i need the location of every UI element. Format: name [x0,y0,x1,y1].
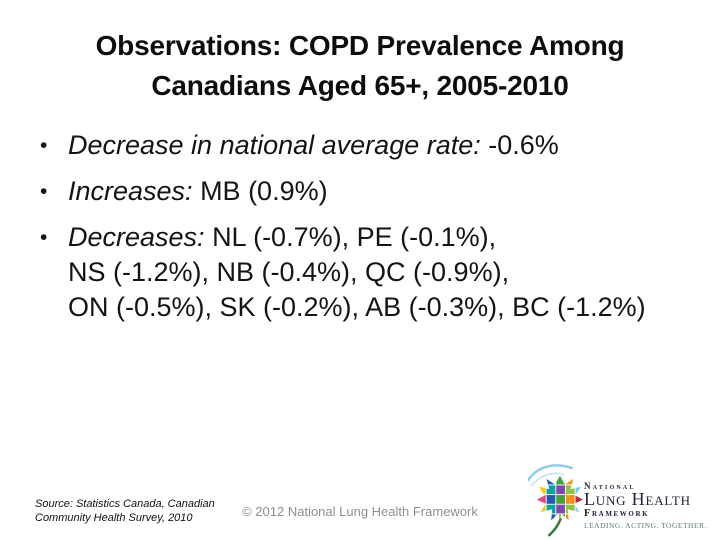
slide-title: Observations: COPD Prevalence Among Cana… [30,26,690,106]
swoosh-icon [528,464,573,482]
bullet-item-increases: • Increases: MB (0.9%) [40,174,688,209]
title-line-2: Canadians Aged 65+, 2005-2010 [151,70,569,101]
bullet-text: Decrease in national average rate: -0.6% [68,128,688,163]
bullet-value: MB (0.9%) [200,176,328,206]
logo-line-national: National [584,481,636,491]
leaf-mosaic [536,475,583,523]
bullet-marker: • [40,226,48,249]
bullet-marker: • [40,180,48,203]
bullet-text: Decreases: NL (-0.7%), PE (-0.1%), NS (-1… [68,220,688,325]
bullet-text: Increases: MB (0.9%) [68,174,688,209]
logo-line-lung-health: Lung Health [584,489,691,509]
source-note: Source: Statistics Canada, Canadian Comm… [35,497,215,525]
swoosh-icon-light [530,472,565,487]
maple-leaf-icon [528,464,583,537]
nlhf-logo: National Lung Health Framework LEADING. … [528,461,714,537]
bullet-lead: Decreases: [68,222,213,252]
bullet-value-line-3: ON (-0.5%), SK (-0.2%), AB (-0.3%), BC (… [68,292,646,322]
logo-line-framework: Framework [584,508,650,519]
bullet-lead: Increases: [68,176,201,206]
bullet-value: -0.6% [488,130,559,160]
bullet-value-line-2: NS (-1.2%), NB (-0.4%), QC (-0.9%), [68,257,510,287]
logo-tagline: LEADING. ACTING. TOGETHER. [584,521,707,530]
copyright-text: © 2012 National Lung Health Framework [242,504,478,519]
title-line-1: Observations: COPD Prevalence Among [95,30,625,61]
bullet-list: • Decrease in national average rate: -0.… [40,128,688,336]
logo-wordmark: National Lung Health Framework LEADING. … [584,461,707,531]
bullet-item-decreases: • Decreases: NL (-0.7%), PE (-0.1%), NS (… [40,220,688,325]
source-line-2: Community Health Survey, 2010 [35,512,193,524]
bullet-value-line-1: NL (-0.7%), PE (-0.1%), [212,222,497,252]
bullet-item-national-average: • Decrease in national average rate: -0.… [40,128,688,163]
leaf-stem [548,518,562,537]
bullet-lead: Decrease in national average rate: [68,130,489,160]
bullet-marker: • [40,134,48,157]
source-line-1: Source: Statistics Canada, Canadian [35,498,215,510]
